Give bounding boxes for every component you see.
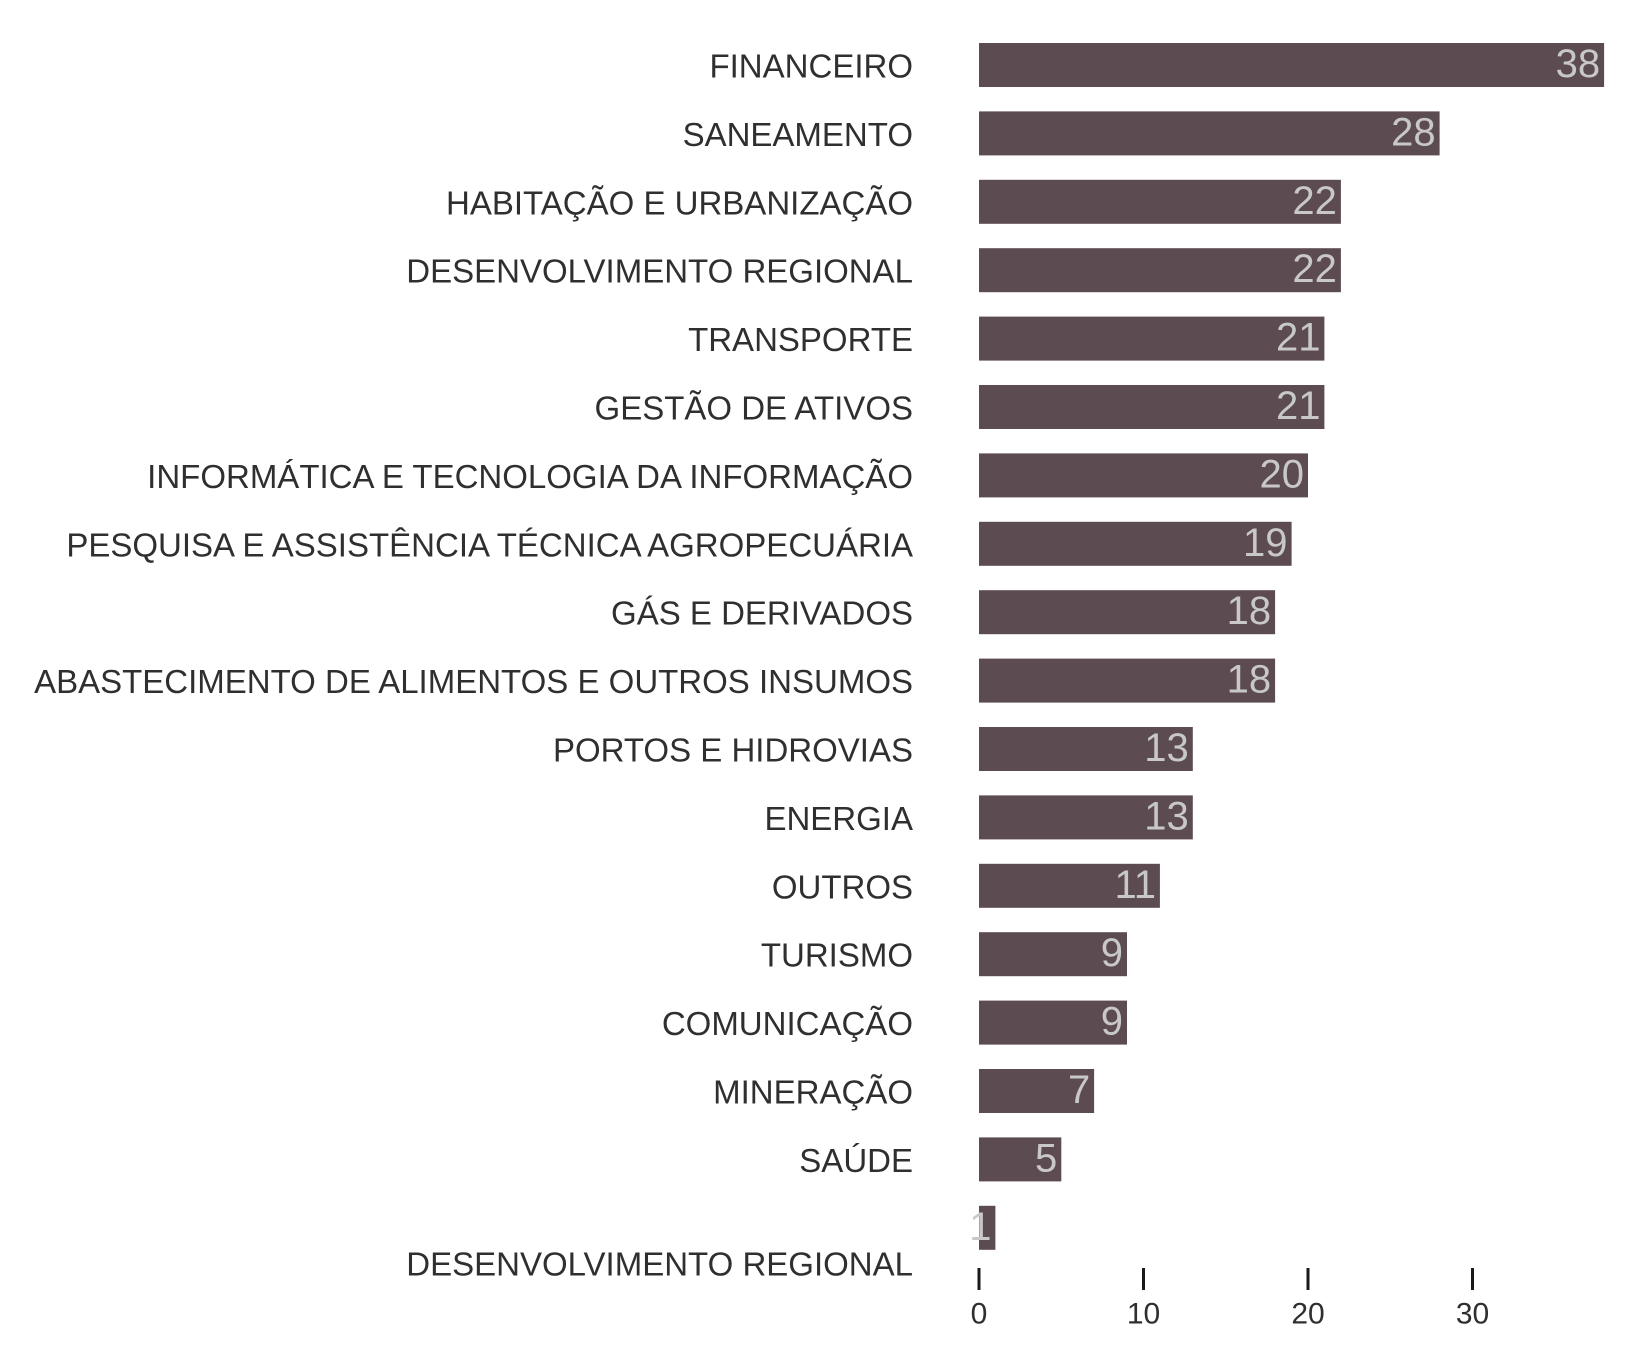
category-labels: FINANCEIRO SANEAMENTO HABITAÇÃO E URBANIZA… <box>34 48 913 1283</box>
bar <box>979 521 1292 566</box>
value-label: 21 <box>1276 316 1321 360</box>
x-tick-label: 10 <box>1127 1298 1160 1331</box>
value-label: 13 <box>1144 726 1189 770</box>
value-label: 11 <box>1114 863 1156 907</box>
category-label: SANEAMENTO <box>683 116 913 153</box>
category-label: INFORMÁTICA E TECNOLOGIA DA INFORMAÇÃO <box>147 458 913 495</box>
x-tick-label: 30 <box>1456 1298 1489 1331</box>
value-label: 19 <box>1243 521 1288 565</box>
bar <box>979 316 1325 361</box>
value-label: 9 <box>1101 931 1123 975</box>
value-label: 5 <box>1035 1136 1057 1180</box>
bar <box>979 248 1341 293</box>
category-label: MINERAÇÃO <box>713 1074 913 1111</box>
category-label: PORTOS E HIDROVIAS <box>553 732 913 769</box>
bar <box>979 727 1193 771</box>
bar <box>979 1205 996 1250</box>
value-label: 13 <box>1144 794 1189 838</box>
bar <box>979 932 1127 977</box>
x-tick-label: 0 <box>971 1298 988 1331</box>
category-label: OUTROS <box>772 868 913 905</box>
value-label: 28 <box>1391 110 1436 154</box>
value-label: 18 <box>1227 658 1272 702</box>
bar <box>979 863 1160 908</box>
x-axis: 0 10 20 30 <box>971 1268 1489 1331</box>
category-label: TURISMO <box>761 937 913 974</box>
category-label: PESQUISA E ASSISTÊNCIA TÉCNICA AGROPECUÁ… <box>66 526 913 563</box>
bar <box>979 453 1308 498</box>
category-label: SAÚDE <box>799 1142 913 1179</box>
bar <box>979 590 1276 635</box>
category-label: COMUNICAÇÃO <box>662 1005 913 1042</box>
value-label: 1 <box>969 1205 991 1249</box>
category-label: GESTÃO DE ATIVOS <box>595 390 913 427</box>
category-label: DESENVOLVIMENTO REGIONAL <box>406 1245 913 1282</box>
category-label: ENERGIA <box>764 800 913 837</box>
bar <box>979 658 1276 703</box>
category-label: FINANCEIRO <box>709 48 913 85</box>
bar <box>979 179 1341 224</box>
value-label: 22 <box>1292 179 1337 223</box>
category-label: TRANSPORTE <box>688 321 913 358</box>
category-label: GÁS E DERIVADOS <box>611 595 913 632</box>
bar <box>979 795 1193 840</box>
value-label: 7 <box>1068 1068 1090 1112</box>
value-label: 18 <box>1227 589 1272 633</box>
value-label: 20 <box>1260 452 1305 496</box>
value-label: 38 <box>1556 42 1601 86</box>
bars-layer <box>979 43 1605 1250</box>
x-tick-label: 20 <box>1291 1298 1324 1331</box>
category-label: ABASTECIMENTO DE ALIMENTOS E OUTROS INSU… <box>34 663 913 700</box>
category-label: DESENVOLVIMENTO REGIONAL <box>406 253 913 290</box>
bar <box>979 43 1605 87</box>
value-label: 9 <box>1101 1000 1123 1044</box>
bar <box>979 1069 1095 1113</box>
category-label: HABITAÇÃO E URBANIZAÇÃO <box>446 184 913 221</box>
bar <box>979 1000 1127 1045</box>
bar <box>979 385 1325 429</box>
bar <box>979 1137 1062 1182</box>
value-label: 21 <box>1276 384 1321 428</box>
value-label: 22 <box>1292 247 1337 291</box>
bar <box>979 111 1440 156</box>
